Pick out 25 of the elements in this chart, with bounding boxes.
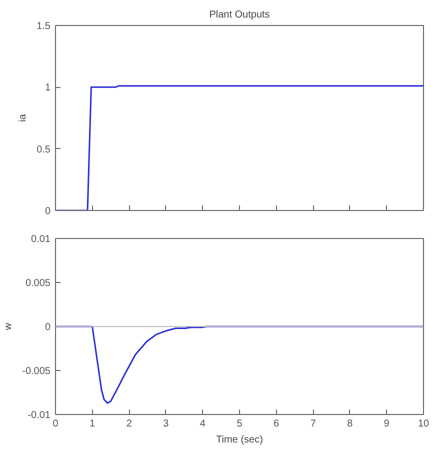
y-axis-title: ia xyxy=(18,114,29,122)
x-tick-label: 0 xyxy=(52,418,59,430)
y-tick-label: 0 xyxy=(44,322,51,333)
y-tick-label: 0 xyxy=(44,206,51,217)
y-tick-label: 1 xyxy=(44,82,51,94)
y-tick-label: 0.01 xyxy=(31,234,51,245)
x-tick-label: 3 xyxy=(163,418,170,430)
x-axis-title: Time (sec) xyxy=(216,434,263,446)
y-tick-label: -0.005 xyxy=(22,366,51,377)
line-series xyxy=(56,326,424,404)
x-tick-label: 5 xyxy=(236,418,243,430)
chart-title: Plant Outputs xyxy=(209,10,270,20)
y-tick-label: 0.005 xyxy=(25,278,51,289)
x-tick-label: 6 xyxy=(274,418,280,430)
x-tick-label: 10 xyxy=(418,418,430,430)
x-tick-label: 2 xyxy=(126,418,132,430)
x-tick-label: 9 xyxy=(384,418,390,430)
x-tick-label: 7 xyxy=(310,418,316,430)
x-tick-label: 8 xyxy=(347,418,354,430)
y-axis-title: w xyxy=(3,322,14,332)
y-tick-label: -0.01 xyxy=(28,410,51,421)
y-tick-label: 1.5 xyxy=(36,21,51,32)
x-tick-label: 1 xyxy=(90,418,96,430)
x-tick-label: 4 xyxy=(200,418,206,430)
y-tick-label: 0.5 xyxy=(36,144,51,156)
